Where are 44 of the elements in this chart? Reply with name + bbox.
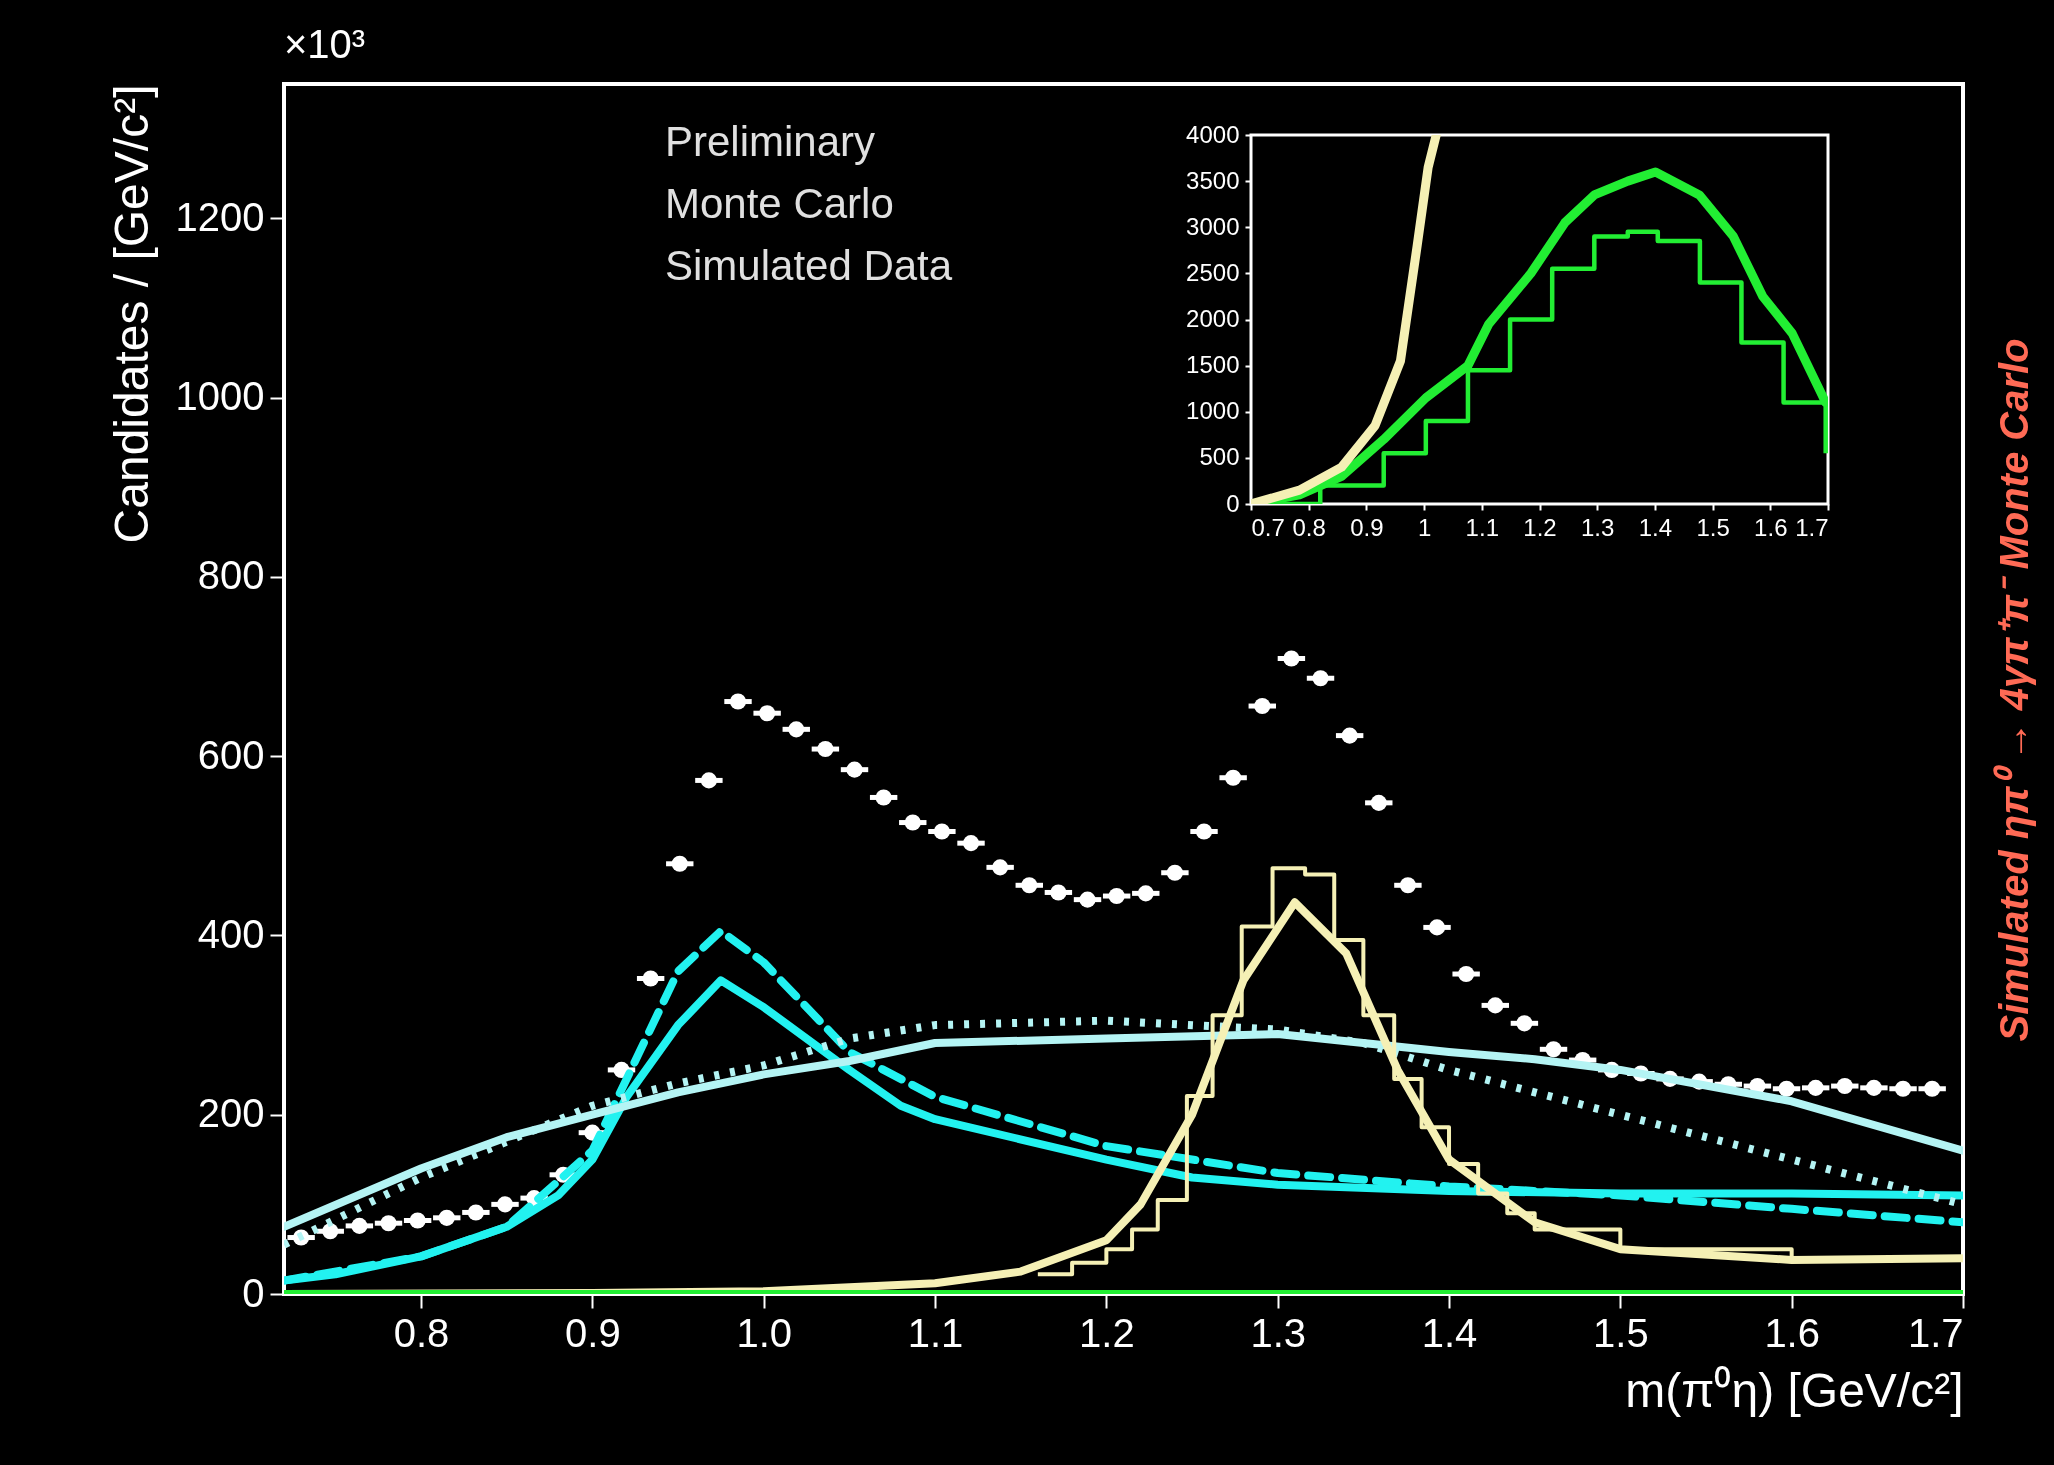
y-tick-label: 3000 [1186,212,1240,240]
x-tick-label: 1.3 [1581,513,1615,541]
x-tick-label: 1.7 [1907,1310,1964,1355]
x-tick-label: 0.8 [393,1310,450,1355]
x-tick-label: 0.8 [1292,513,1326,541]
x-tick-label: 1.6 [1754,513,1788,541]
y-tick-label: 2500 [1186,258,1240,286]
y-tick-label: 3500 [1186,166,1240,194]
x-tick-label: 1.2 [1523,513,1557,541]
y-tick-label: 1000 [175,374,265,419]
x-tick-label: 1.3 [1250,1310,1306,1355]
y-axis-title: Candidates / [GeV/c²] [104,84,158,544]
x-tick-label: 1.2 [1079,1310,1135,1355]
x-tick-label: 1.1 [907,1310,964,1355]
x-tick-label: 1.0 [736,1310,793,1355]
y-tick-label: 800 [197,553,265,598]
x-tick-label: 0.9 [565,1310,621,1355]
x-axis-title: m(π⁰η) [GeV/c²] [1625,1363,1964,1417]
text: ×10³ [284,22,366,67]
y-tick-label: 2000 [1186,305,1240,332]
y-tick-label: 600 [197,732,265,777]
y-tick-label: 1000 [1186,397,1240,425]
x-tick-label: 0.9 [1350,513,1384,541]
y-tick-label: 1200 [175,194,265,239]
x-tick-label: 1.7 [1795,513,1829,541]
x-tick-label: 1.5 [1696,513,1730,541]
annotation: Monte Carlo [665,180,894,228]
x-tick-label: 1.1 [1465,513,1499,541]
y-tick-label: 4000 [1186,120,1240,148]
annotation: Simulated Data [665,242,953,290]
x-tick-label: 1 [1417,513,1432,541]
text: Simulated ηπ⁰ → 4γπ⁺π⁻ Monte Carlo [1990,338,2037,1042]
x-tick-label: 0.7 [1251,513,1285,541]
y-tick-label: 500 [1199,443,1240,471]
x-tick-label: 1.6 [1764,1310,1820,1355]
x-tick-label: 1.4 [1638,513,1673,541]
y-tick-label: 400 [197,911,265,956]
x-tick-label: 1.4 [1421,1310,1478,1355]
y-tick-label: 200 [197,1091,265,1136]
y-tick-label: 1500 [1186,351,1240,379]
annotation: Preliminary [665,118,876,166]
y-tick-label: 0 [242,1270,265,1315]
x-tick-label: 1.5 [1593,1310,1649,1355]
y-tick-label: 0 [1226,489,1240,517]
